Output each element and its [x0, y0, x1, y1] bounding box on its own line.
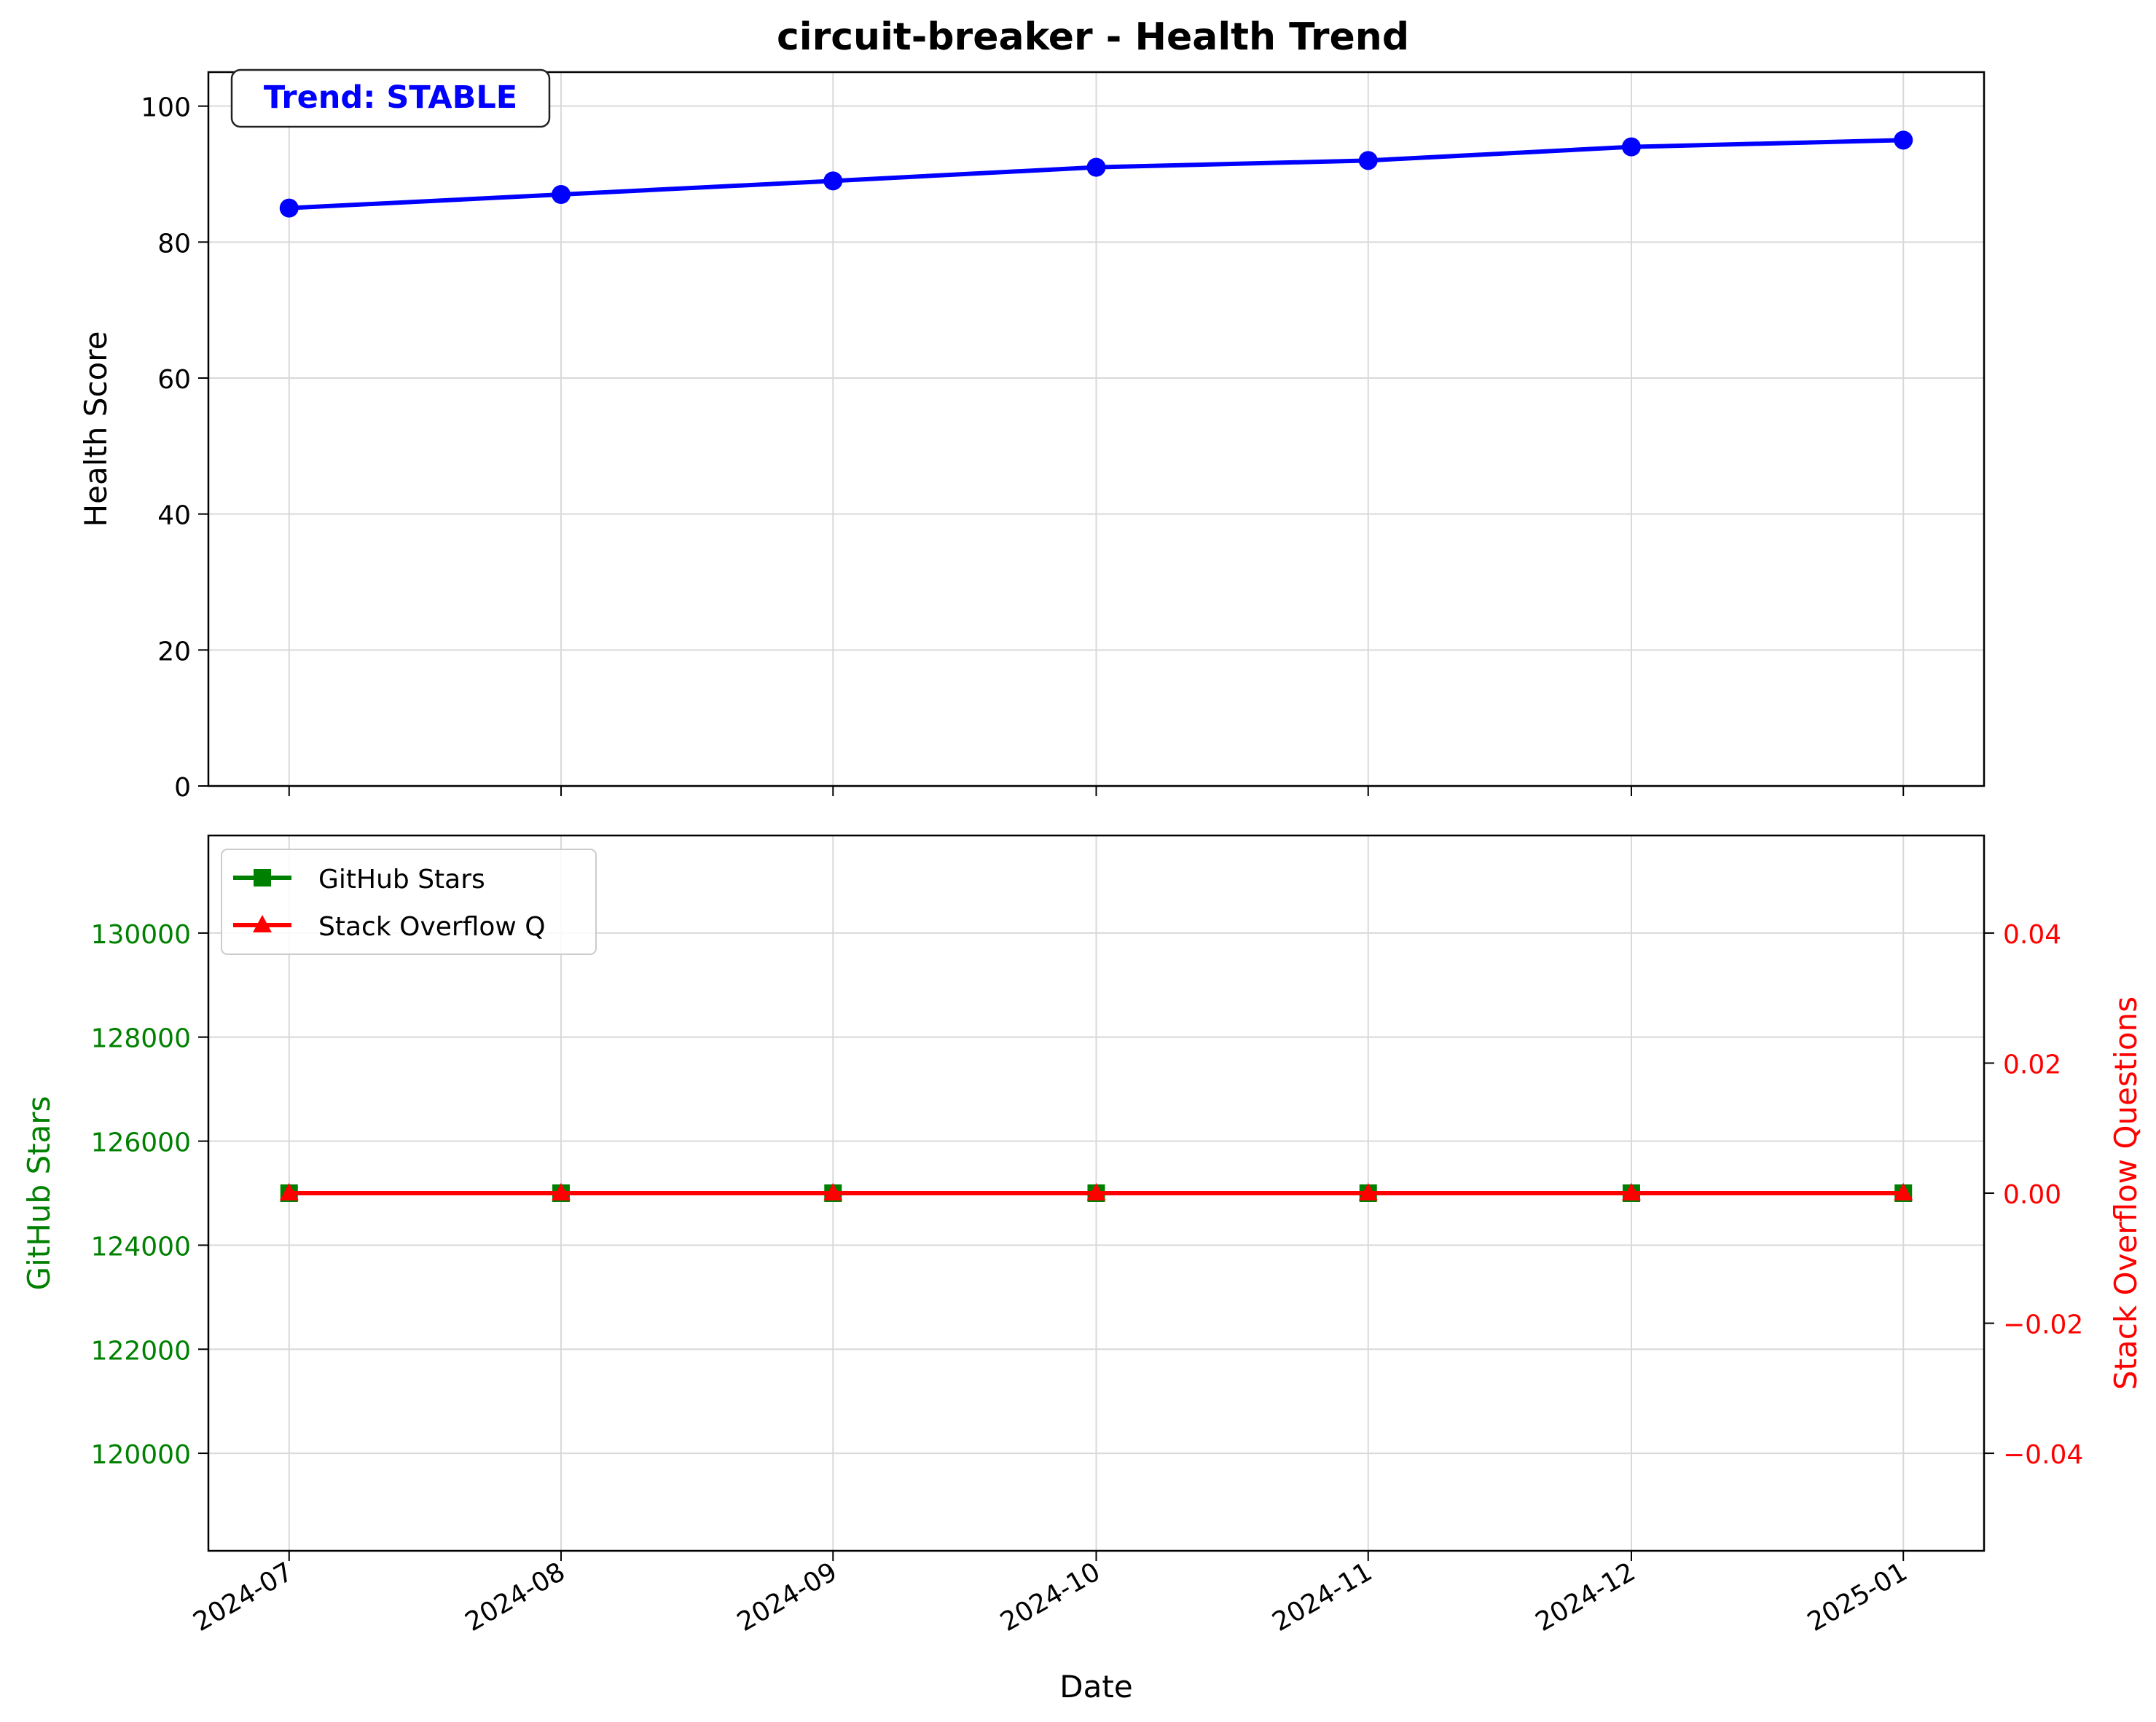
trend-annotation-box — [230, 68, 551, 128]
stars-y-tick-label: 124000 — [91, 1232, 191, 1262]
health-score-point — [1894, 130, 1913, 150]
legend-stars-label: GitHub Stars — [318, 865, 485, 895]
so-questions-point — [1621, 1183, 1641, 1200]
stars-y-tick-label: 120000 — [91, 1440, 191, 1470]
date-x-axis-label: Date — [1059, 1669, 1132, 1705]
health-y-tick-label: 0 — [174, 773, 191, 803]
health-plot-frame — [207, 71, 1986, 787]
health-y-axis-label: Health Score — [78, 331, 114, 527]
so-questions-point — [1086, 1183, 1106, 1200]
health-score-point — [279, 198, 299, 218]
health-y-tick-label: 40 — [157, 501, 191, 531]
so-questions-point — [552, 1183, 571, 1200]
legend-so-label: Stack Overflow Q — [318, 912, 546, 942]
health-y-tick-label: 100 — [141, 93, 191, 123]
stars-y-tick-label: 126000 — [91, 1128, 191, 1158]
so-questions-point — [1894, 1183, 1913, 1200]
health-score-point — [1086, 157, 1106, 177]
health-score-point — [823, 171, 843, 191]
so-y-tick-label: −0.04 — [2003, 1440, 2083, 1470]
health-score-point — [1358, 151, 1378, 170]
activity-plot-frame — [207, 834, 1986, 1552]
so-questions-point — [823, 1183, 843, 1200]
so-y-tick-label: 0.04 — [2003, 920, 2061, 950]
so-y-tick-label: 0.02 — [2003, 1050, 2061, 1080]
stars-y-tick-label: 130000 — [91, 920, 191, 950]
so-questions-point — [279, 1183, 299, 1200]
chart-title: circuit-breaker - Health Trend — [777, 15, 1409, 59]
so-questions-point — [1358, 1183, 1378, 1200]
legend-box — [221, 849, 597, 955]
health-score-point — [552, 185, 571, 204]
trend-annotation-text: Trend: STABLE — [264, 79, 517, 116]
health-y-tick-label: 20 — [157, 637, 191, 667]
health-score-panel: 0 20 40 60 80 100 Health Score Trend: STABLE — [78, 68, 1986, 803]
so-y-tick-label: 0.00 — [2003, 1180, 2061, 1210]
stars-y-tick-label: 122000 — [91, 1336, 191, 1366]
health-y-tick-label: 60 — [157, 365, 191, 395]
stars-y-tick-label: 128000 — [91, 1024, 191, 1054]
stars-y-axis-label: GitHub Stars — [21, 1096, 57, 1291]
so-y-tick-label: −0.02 — [2003, 1310, 2083, 1340]
health-score-point — [1621, 137, 1641, 157]
legend-so-marker — [253, 915, 272, 932]
legend-stars-marker — [254, 869, 271, 886]
activity-legend: GitHub Stars Stack Overflow Q — [221, 849, 597, 955]
health-y-tick-label: 80 — [157, 229, 191, 259]
so-y-axis-label: Stack Overflow Questions — [2108, 996, 2144, 1390]
